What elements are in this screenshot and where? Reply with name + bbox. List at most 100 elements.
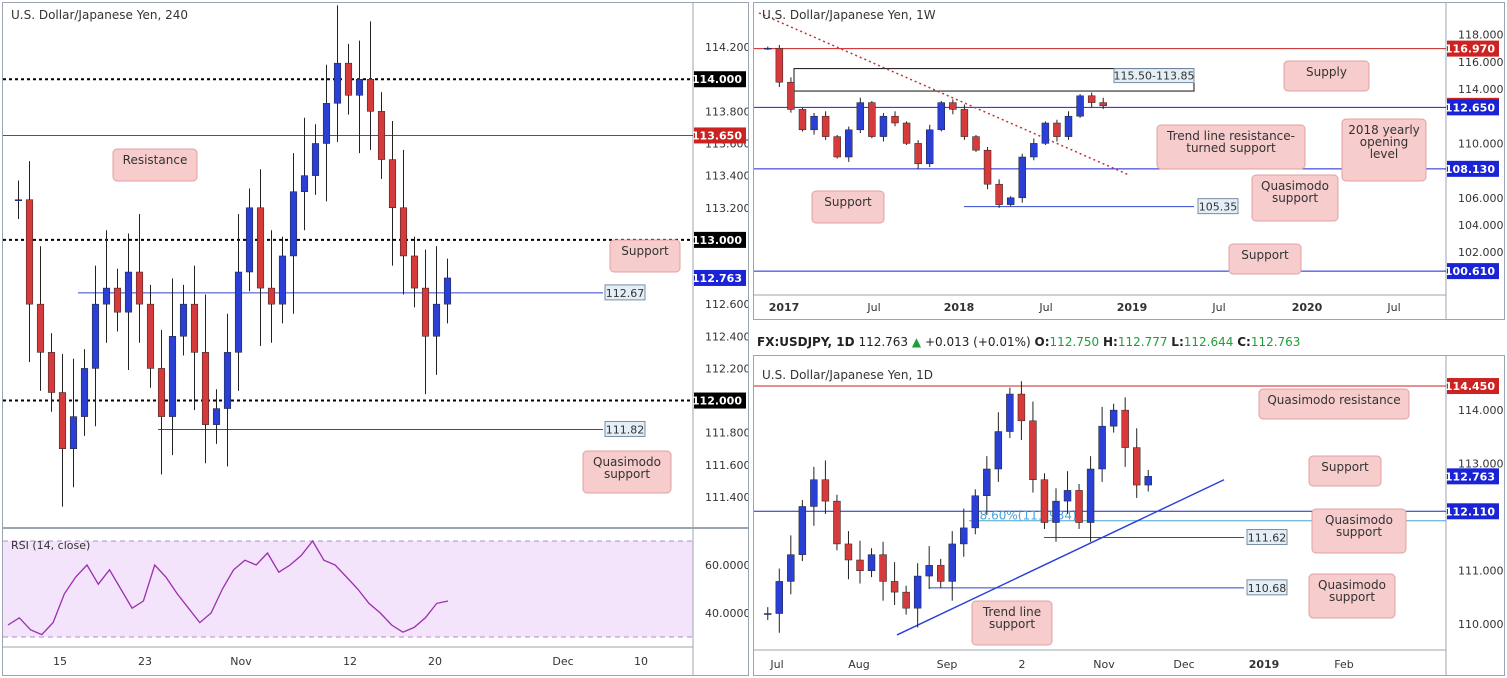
weekly-x-tick: Jul bbox=[1038, 301, 1052, 314]
daily-qm-tag: 110.68 bbox=[1248, 582, 1287, 595]
weekly-support2-callout-box bbox=[1228, 243, 1302, 275]
weekly-support-callout-text: Support bbox=[824, 195, 872, 209]
weekly-candle bbox=[868, 102, 876, 137]
h4-x-tick: 20 bbox=[428, 3, 442, 6]
h4-chart[interactable]: 114.200113.800113.600113.400113.200112.6… bbox=[3, 3, 748, 527]
daily-chart[interactable]: 114.000 113.000 111.000 110.000 114.450 112.7… bbox=[754, 356, 1504, 675]
time-axis-tick: 15 bbox=[53, 655, 67, 668]
daily-candle bbox=[1075, 490, 1083, 523]
h4-line-tag-bg bbox=[604, 284, 646, 301]
daily-candle bbox=[1132, 447, 1141, 486]
weekly-level-tag: 100.610 bbox=[1445, 265, 1495, 278]
h4-level-tag-bg bbox=[694, 392, 746, 409]
weekly-candle bbox=[1041, 122, 1050, 144]
daily-qm-tag: 111.62 bbox=[1248, 532, 1287, 545]
weekly-trendline-callout-box bbox=[1156, 124, 1306, 170]
h4-candle bbox=[289, 191, 298, 257]
h4-resistance-callout-text: Resistance bbox=[123, 153, 188, 167]
daily-qm-callout-1-text: support bbox=[1336, 525, 1382, 539]
symbol-header: FX:USDJPY, 1D 112.763 ▲ +0.013 (+0.01%) … bbox=[757, 335, 1300, 349]
weekly-candle bbox=[925, 129, 934, 165]
daily-candle bbox=[867, 554, 876, 571]
weekly-supply-callout-box bbox=[1283, 60, 1370, 92]
weekly-candle bbox=[1099, 102, 1107, 107]
daily-level-tag: 112.763 bbox=[1445, 470, 1495, 483]
daily-candle bbox=[764, 613, 772, 615]
daily-price-tick: 114.000 bbox=[1458, 404, 1504, 417]
weekly-candle bbox=[798, 109, 807, 131]
weekly-candle bbox=[1053, 122, 1061, 137]
weekly-candle bbox=[764, 47, 772, 50]
weekly-quasimodo-callout-text: support bbox=[1272, 191, 1318, 205]
weekly-trendline-callout-text: turned support bbox=[1186, 141, 1276, 155]
h4-x-tick: 23 bbox=[138, 3, 152, 6]
daily-qm-callout-2-text: support bbox=[1329, 590, 1375, 604]
weekly-chart-title: U.S. Dollar/Japanese Yen, 1W bbox=[762, 8, 936, 22]
daily-candle bbox=[879, 554, 887, 582]
h4-level-tag: 113.650 bbox=[692, 129, 742, 142]
weekly-x-tick: Jul bbox=[1211, 301, 1225, 314]
daily-candle bbox=[1086, 468, 1095, 523]
weekly-x-tick: 2020 bbox=[1292, 301, 1323, 314]
daily-candle bbox=[833, 500, 841, 545]
weekly-chart[interactable]: 118.000 116.000 114.000 110.000 106.000 104.0… bbox=[754, 3, 1504, 319]
daily-candle bbox=[1052, 500, 1060, 523]
daily-qm-callout-1-box bbox=[1311, 508, 1407, 554]
symbol-name: FX:USDJPY, 1D bbox=[757, 335, 855, 349]
rsi-panel[interactable]: 60.0000 40.0000 15 23 Nov 12 20 Dec 10 RSI (14, … bbox=[2, 528, 749, 676]
daily-candle bbox=[890, 581, 899, 593]
weekly-level-tag-bg bbox=[1447, 99, 1499, 116]
weekly-level-tag: 108.130 bbox=[1445, 163, 1495, 176]
h4-quasimodo-callout-box bbox=[582, 450, 672, 494]
h4-line-tag-bg bbox=[604, 420, 646, 437]
weekly-candle bbox=[787, 81, 795, 110]
daily-level-tag-bg bbox=[1447, 468, 1499, 485]
h4-price-tick: 114.200 bbox=[705, 41, 748, 54]
weekly-candle bbox=[891, 115, 899, 124]
h4-candle bbox=[300, 175, 309, 192]
daily-level-tag: 114.450 bbox=[1445, 380, 1495, 393]
daily-candle bbox=[1098, 425, 1106, 470]
weekly-candle bbox=[879, 115, 888, 137]
rsi-chart[interactable]: 60.0000 40.0000 15 23 Nov 12 20 Dec 10 bbox=[3, 529, 748, 675]
weekly-chart-panel[interactable]: 118.000 116.000 114.000 110.000 106.000 104.0… bbox=[753, 2, 1505, 320]
low-label: L: bbox=[1171, 335, 1184, 349]
h4-candle bbox=[432, 303, 441, 337]
h4-price-tick: 113.200 bbox=[705, 202, 748, 215]
weekly-level-tag-bg bbox=[1447, 40, 1499, 57]
daily-trendline-callout-text: Trend line bbox=[982, 605, 1041, 619]
weekly-candle bbox=[845, 129, 853, 158]
daily-qm-tag-bg bbox=[1246, 529, 1288, 546]
daily-candle bbox=[971, 495, 980, 529]
h4-price-tick: 111.600 bbox=[705, 459, 748, 472]
rsi-line bbox=[7, 539, 449, 636]
weekly-candle bbox=[972, 136, 980, 151]
daily-candle bbox=[1006, 393, 1014, 432]
up-arrow-icon: ▲ bbox=[911, 335, 922, 349]
h4-candle bbox=[366, 78, 375, 112]
daily-level-tag-bg bbox=[1447, 503, 1499, 520]
h4-candle bbox=[58, 392, 67, 449]
h4-price-tick: 112.200 bbox=[705, 362, 748, 375]
daily-chart-panel[interactable]: 114.000 113.000 111.000 110.000 114.450 112.7… bbox=[753, 355, 1505, 676]
h4-level-tag-bg bbox=[694, 127, 746, 144]
daily-x-tick: Jul bbox=[769, 658, 783, 671]
h4-x-tick: Dec bbox=[552, 3, 573, 6]
daily-candle bbox=[983, 468, 991, 497]
h4-candle bbox=[410, 255, 419, 289]
h4-level-tag: 112.763 bbox=[692, 272, 742, 285]
daily-chart-title: U.S. Dollar/Japanese Yen, 1D bbox=[762, 368, 933, 382]
daily-trendline-callout-box bbox=[971, 600, 1053, 646]
daily-trend-line bbox=[896, 479, 1225, 636]
h4-chart-panel[interactable]: 114.200 113.800 113.600 113.400 113.200 112.6… bbox=[2, 2, 749, 528]
time-axis-tick: 12 bbox=[343, 655, 357, 668]
h4-price-tick: 113.400 bbox=[705, 170, 748, 183]
daily-qm-resistance-callout-box bbox=[1258, 388, 1410, 420]
weekly-level-tag-bg bbox=[1447, 160, 1499, 177]
h4-candle bbox=[377, 111, 386, 160]
weekly-price-tick: 118.000 bbox=[1458, 29, 1504, 42]
h4-candle bbox=[355, 78, 364, 96]
h4-candle bbox=[443, 277, 452, 305]
h4-candle bbox=[36, 303, 45, 353]
daily-level-tag-bg bbox=[1447, 378, 1499, 395]
